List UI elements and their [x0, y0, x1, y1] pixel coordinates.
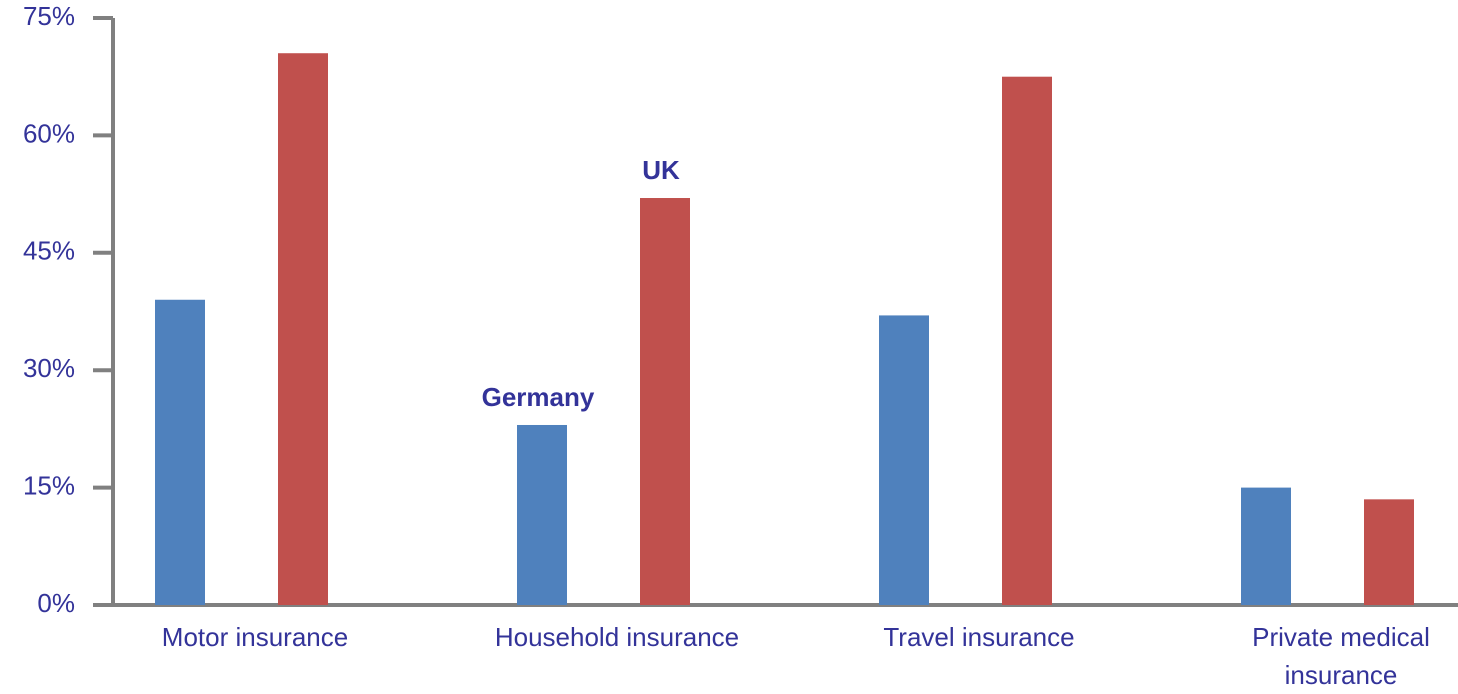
- x-tick-label: Household insurance: [494, 622, 740, 652]
- x-tick-label: Motor insurance: [161, 622, 349, 652]
- bar: [1364, 499, 1414, 605]
- bar: [278, 53, 328, 606]
- bar: [1241, 487, 1291, 605]
- y-tick-label: 15%: [23, 470, 75, 500]
- y-tick-label: 0%: [37, 588, 75, 618]
- x-tick-label: Private medical insurance: [1252, 622, 1430, 690]
- y-tick-label: 75%: [23, 1, 75, 31]
- bar: [155, 299, 205, 605]
- bar: [1002, 76, 1052, 605]
- bar: [517, 424, 567, 605]
- y-tick-label: 30%: [23, 353, 75, 383]
- y-tick-label: 60%: [23, 118, 75, 148]
- x-tick-label: Travel insurance: [883, 622, 1075, 652]
- y-tick-label: 45%: [23, 236, 75, 266]
- bar: [640, 198, 690, 605]
- series-label: Germany: [482, 382, 595, 412]
- series-label: UK: [642, 155, 680, 185]
- bar: [879, 315, 929, 605]
